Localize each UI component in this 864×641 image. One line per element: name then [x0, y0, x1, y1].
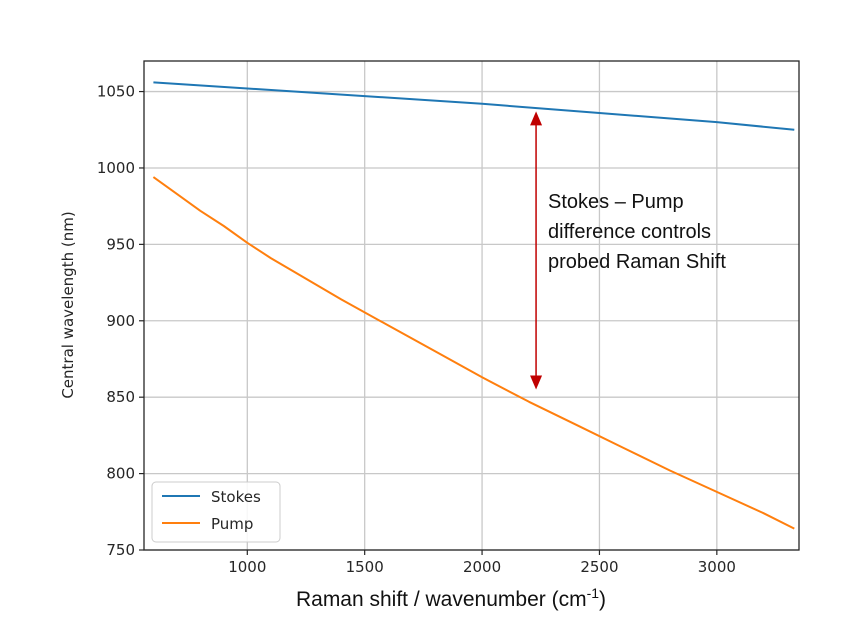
axis-ticks: 1000 1500 2000 2500 3000 750 800 850 900 950 1000 1…: [97, 83, 736, 576]
plot-frame: [143, 60, 800, 551]
x-tick-label: 3000: [698, 558, 736, 576]
x-tick-label: 1500: [346, 558, 384, 576]
annotation: Stokes – Pump difference controls probed…: [530, 111, 726, 390]
y-tick-label: 850: [106, 388, 135, 406]
series-line-stokes: [153, 81, 795, 131]
grid-lines: [144, 61, 799, 551]
x-tick-label: 2500: [580, 558, 618, 576]
x-tick-label: 2000: [463, 558, 501, 576]
annotation-arrow-head-top: [530, 111, 543, 126]
y-tick-label: 1050: [97, 83, 135, 101]
y-tick-label: 900: [106, 312, 135, 330]
legend: Stokes Pump: [151, 481, 281, 543]
annotation-line-1: Stokes – Pump: [548, 191, 684, 213]
legend-label-stokes: Stokes: [211, 488, 261, 506]
annotation-line-2: difference controls: [548, 221, 711, 243]
y-tick-label: 800: [106, 465, 135, 483]
annotation-line-3: probed Raman Shift: [548, 251, 726, 273]
y-tick-label: 950: [106, 235, 135, 253]
x-axis-label: Raman shift / wavenumber (cm-1): [296, 585, 606, 611]
y-axis-label: Central wavelength (nm): [59, 211, 77, 398]
legend-label-pump: Pump: [211, 515, 253, 533]
x-tick-label: 1000: [228, 558, 266, 576]
annotation-arrow-head-bottom: [530, 375, 543, 390]
y-tick-label: 750: [106, 541, 135, 559]
y-tick-label: 1000: [97, 159, 135, 177]
series-line-pump: [152, 176, 795, 530]
series-layer: [152, 81, 795, 530]
